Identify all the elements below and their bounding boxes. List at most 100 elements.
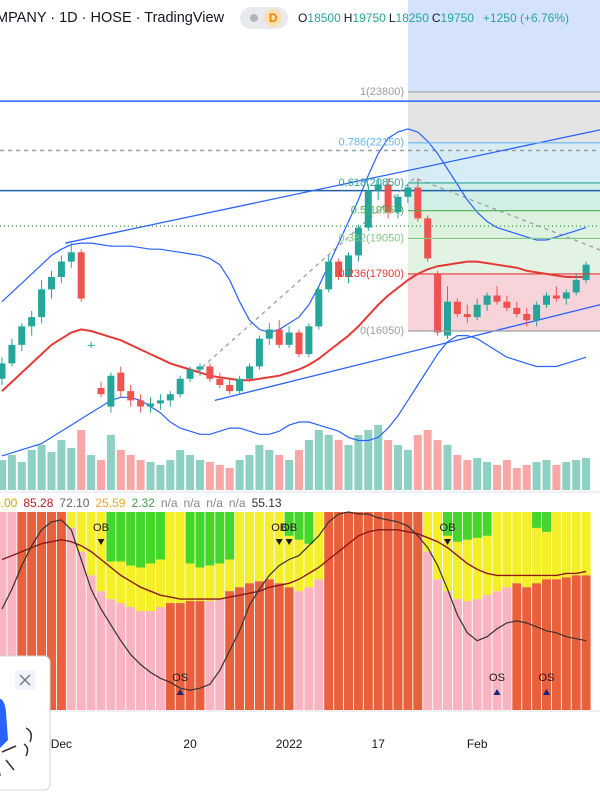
volume-bar	[57, 440, 66, 490]
candle-body	[87, 344, 95, 346]
osc-green-column	[116, 512, 126, 562]
osc-column	[482, 595, 492, 710]
osc-column	[37, 512, 47, 710]
osc-column	[116, 603, 126, 710]
candle-body	[483, 295, 491, 305]
volume-bar	[255, 445, 264, 490]
candle-body	[305, 326, 313, 355]
candle-body	[354, 227, 362, 256]
candle-body	[335, 261, 343, 278]
osc-column	[363, 512, 373, 710]
osc-green-column	[136, 512, 146, 568]
indicator-value: 85.28	[23, 496, 54, 510]
osc-column	[126, 607, 136, 710]
osc-green-column	[225, 512, 235, 560]
candle-body	[186, 369, 194, 379]
delay-badge: D	[264, 9, 283, 27]
osc-column	[7, 512, 17, 710]
candle-body	[463, 314, 471, 318]
candle-body	[265, 329, 273, 339]
osc-column	[215, 599, 225, 710]
osc-column	[551, 579, 561, 710]
candle-body	[345, 255, 352, 278]
volume-bar	[166, 460, 175, 490]
osc-column	[155, 607, 165, 710]
osc-column	[324, 512, 334, 710]
candle-body	[48, 277, 55, 290]
osc-green-column	[155, 512, 165, 560]
change: +1250 (+6.76%)	[482, 11, 569, 25]
fib-zone	[408, 142, 600, 183]
candle-body	[493, 295, 501, 302]
candle-body	[384, 184, 392, 213]
osc-upper-column	[472, 512, 482, 600]
osc-column	[47, 512, 56, 710]
volume-bar	[97, 460, 105, 490]
indicator-value: 0.00	[0, 496, 18, 510]
volume-bar	[522, 465, 531, 490]
osc-column	[136, 611, 146, 710]
volume-bar	[176, 450, 185, 490]
bollinger-upper	[1, 128, 587, 334]
volume-bar	[245, 455, 254, 490]
volume-bar	[205, 462, 214, 490]
candle-body	[364, 190, 372, 228]
candle-body	[473, 304, 481, 318]
volume-bar	[126, 455, 135, 490]
candle-body	[147, 403, 154, 407]
candle-body	[57, 261, 65, 278]
candle-body	[543, 295, 550, 305]
osc-slow-line	[1, 529, 587, 600]
candle-body	[196, 366, 204, 370]
ohlc-key: L	[388, 11, 396, 25]
osc-green-column	[532, 512, 542, 528]
indicator-value: 72.10	[59, 496, 90, 510]
osc-column	[66, 527, 76, 710]
candle-body	[8, 344, 16, 364]
osc-marker-label: OB	[271, 522, 287, 534]
popup-card[interactable]	[0, 655, 51, 791]
osc-green-column	[284, 512, 294, 536]
volume	[0, 425, 591, 490]
osc-column	[492, 591, 502, 710]
osc-green-column	[106, 512, 116, 562]
osc-upper-column	[443, 512, 452, 592]
candle-body	[315, 289, 323, 327]
fib-zone	[408, 238, 600, 274]
status-pill[interactable]: D	[240, 7, 289, 29]
osc-upper-column	[482, 512, 492, 596]
osc-upper-column	[235, 512, 245, 588]
ohlc-value: 19750	[440, 11, 474, 25]
osc-column	[0, 512, 7, 710]
indicator-value: n/a	[206, 496, 223, 510]
volume-bar	[493, 465, 501, 490]
candle-body	[107, 375, 115, 407]
volume-bar	[314, 430, 323, 490]
candle-body	[67, 252, 75, 262]
ohlc-key: H	[343, 11, 353, 25]
osc-column	[86, 575, 96, 710]
osc-upper-column	[245, 512, 254, 584]
bollinger-basis	[1, 260, 587, 392]
volume-bar	[106, 435, 115, 490]
osc-upper-column	[304, 512, 314, 588]
x-axis: Dec 20 2022 17 Feb	[51, 737, 488, 751]
fib-levels: 1(23800) 0.786(22150) 0.618(20850) 0.5(1995…	[339, 86, 600, 337]
osc-upper-column	[502, 512, 512, 588]
candle-body	[394, 196, 402, 213]
osc-column	[462, 601, 472, 710]
candle-body	[374, 184, 382, 191]
osc-column	[205, 601, 215, 710]
volume-bar	[47, 452, 56, 490]
selection-highlight	[408, 0, 600, 92]
volume-bar	[384, 440, 393, 490]
osc-column	[373, 512, 383, 710]
candle-body	[453, 301, 461, 315]
osc-column	[146, 611, 155, 710]
ohlc-key: C	[431, 11, 441, 25]
candle-body	[206, 366, 214, 379]
close-icon	[19, 674, 31, 686]
osc-green-column	[185, 512, 195, 564]
osc-upper-column	[561, 512, 571, 578]
